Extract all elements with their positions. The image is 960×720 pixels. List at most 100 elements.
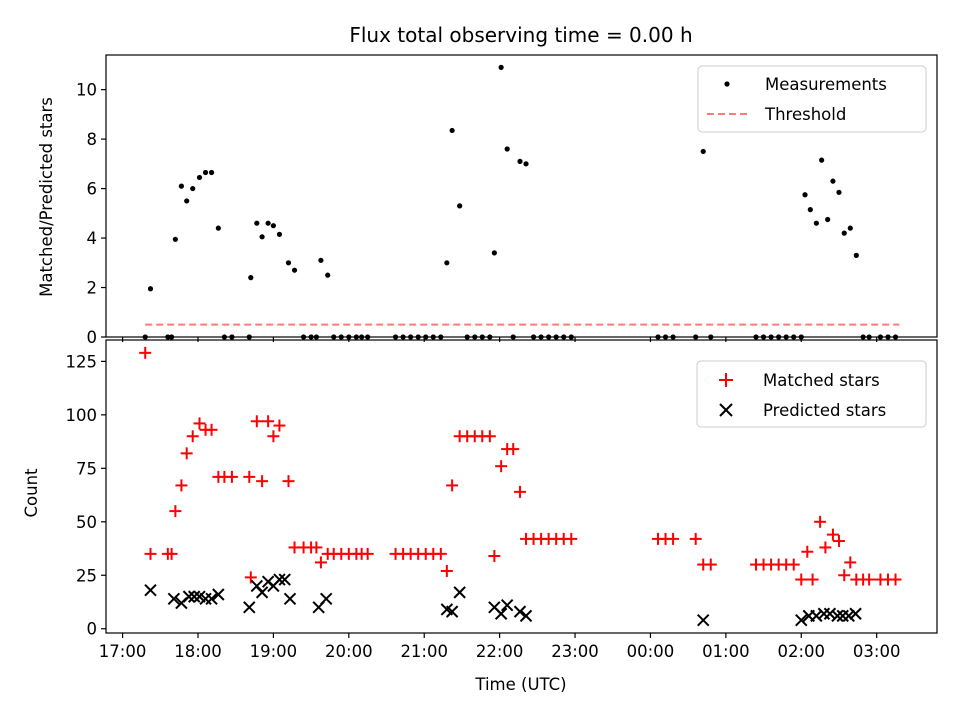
predicted-stars-legend-marker — [719, 403, 733, 417]
bottom-x-tick-label: 21:00 — [400, 642, 448, 661]
matched-star-marker — [819, 541, 832, 554]
predicted-star-marker — [513, 605, 527, 618]
chart-title: Flux total observing time = 0.00 h — [349, 23, 692, 47]
matched-star-marker — [169, 505, 182, 518]
top-axes-frame — [105, 54, 938, 338]
predicted-star-marker — [188, 590, 201, 603]
predicted-star-marker — [278, 573, 291, 586]
predicted-star-marker-b — [255, 586, 269, 599]
predicted-star-marker-b — [445, 605, 459, 618]
bottom-legend-box — [696, 360, 927, 428]
measurement-point — [318, 257, 324, 263]
matched-star-marker — [165, 547, 178, 560]
matched-star-marker — [434, 547, 447, 560]
predicted-star-marker-b — [250, 579, 264, 593]
predicted-star-marker — [255, 586, 269, 599]
bottom-axes-frame — [105, 339, 938, 634]
top-y-tick-label: 8 — [87, 130, 98, 149]
measurement-point — [449, 127, 455, 134]
matched-star-marker — [565, 532, 578, 545]
matched-star-marker — [889, 573, 902, 586]
measurement-point — [325, 272, 331, 278]
measurement-point — [285, 260, 292, 266]
bottom-x-tick-label: 20:00 — [325, 642, 373, 661]
predicted-star-marker — [500, 598, 514, 612]
predicted-star-marker — [205, 592, 218, 605]
predicted-star-marker-b — [453, 586, 466, 599]
measurement-point — [184, 198, 190, 204]
predicted-star-marker — [519, 609, 533, 623]
predicted-star-marker — [810, 609, 823, 623]
predicted-star-marker-b — [243, 601, 256, 614]
predicted-star-marker-b — [513, 605, 527, 618]
matched-star-marker — [507, 443, 520, 456]
bottom-x-tick-label: 01:00 — [702, 642, 750, 661]
matched-star-marker — [139, 346, 152, 359]
top-subplot: 0 2 4 6 8 10 — [76, 54, 938, 347]
measurement-point — [202, 169, 209, 176]
matched-star-marker — [483, 430, 496, 443]
measurement-point — [190, 185, 196, 192]
predicted-star-marker-b — [849, 607, 862, 620]
measurement-point — [265, 220, 271, 226]
predicted-star-marker-b — [810, 609, 823, 623]
measurements-legend-label: Measurements — [765, 75, 887, 94]
matched-star-marker — [787, 558, 800, 571]
matched-star-marker — [225, 470, 238, 483]
predicted-star-marker — [167, 592, 181, 605]
predicted-stars-legend-label: Predicted stars — [763, 401, 886, 420]
matched-star-marker — [262, 415, 275, 428]
measurement-point — [836, 189, 842, 195]
predicted-star-marker-b — [519, 609, 533, 623]
predicted-star-marker-b — [823, 607, 837, 620]
matched-star-marker — [440, 564, 453, 577]
predicted-star-marker-b — [278, 573, 291, 586]
matched-star-marker — [256, 475, 269, 488]
bottom-x-tick-label: 19:00 — [250, 642, 298, 661]
predicted-star-marker-b — [182, 590, 196, 603]
threshold-legend-label: Threshold — [764, 105, 846, 124]
matched-star-marker — [243, 470, 256, 483]
top-legend-box — [697, 65, 927, 133]
matched-star-marker — [704, 558, 717, 571]
predicted-star-marker — [273, 573, 286, 586]
predicted-star-marker — [445, 605, 459, 618]
bottom-x-tick-label: 02:00 — [777, 642, 825, 661]
predicted-star-marker-b — [842, 609, 855, 623]
matched-star-marker — [180, 447, 193, 460]
measurement-point — [270, 223, 277, 229]
matched-stars-legend-label: Matched stars — [763, 371, 880, 390]
predicted-star-marker — [283, 592, 297, 605]
matched-star-marker — [446, 479, 459, 492]
predicted-star-marker-b — [440, 603, 454, 616]
matched-star-marker — [250, 415, 263, 428]
measurement-point — [491, 250, 497, 256]
predicted-star-marker — [831, 609, 844, 623]
matched-stars-legend-marker — [719, 373, 733, 387]
top-y-tick-label: 4 — [87, 229, 98, 248]
matched-star-marker — [826, 528, 839, 541]
predicted-star-marker-b — [831, 609, 844, 623]
bottom-legend: Matched stars Predicted stars — [696, 360, 927, 428]
matched-star-marker — [838, 569, 851, 582]
bottom-subplot: 0 25 50 75 100 125 17:00 18:00 19:00 20:00 21:00 22… — [66, 339, 938, 661]
predicted-star-marker-b — [283, 592, 297, 605]
bottom-x-tick-label: 00:00 — [627, 642, 675, 661]
predicted-star-marker-b — [212, 588, 225, 601]
measurement-point — [215, 225, 221, 231]
matched-star-marker — [495, 460, 508, 473]
predicted-star-marker — [697, 613, 710, 627]
predicted-star-marker-b — [205, 592, 218, 605]
predicted-star-marker — [319, 592, 333, 605]
bottom-y-tick-label: 50 — [76, 513, 97, 532]
measurement-point — [853, 252, 859, 258]
measurement-point — [172, 236, 178, 242]
measurement-point — [147, 286, 154, 292]
measurement-point — [819, 157, 825, 163]
measurement-point — [196, 174, 203, 181]
measurement-point — [208, 169, 215, 176]
predicted-star-marker — [849, 607, 862, 620]
measurement-point — [504, 146, 510, 152]
measurement-point — [841, 230, 847, 236]
top-y-tick-label: 10 — [76, 81, 97, 100]
